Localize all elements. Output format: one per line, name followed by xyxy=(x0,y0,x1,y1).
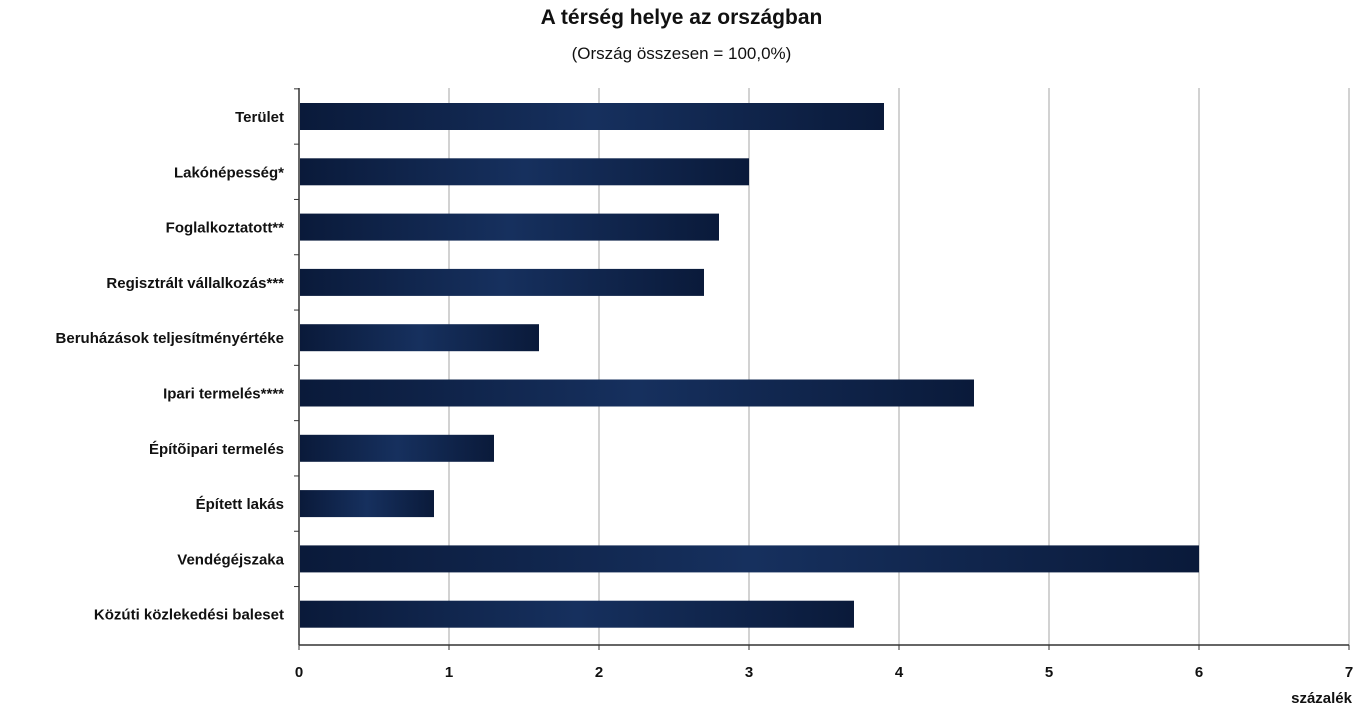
x-tick-label: 7 xyxy=(1345,664,1353,681)
bar xyxy=(300,268,704,296)
x-tick-label: 0 xyxy=(295,664,303,681)
category-label: Ipari termelés**** xyxy=(163,386,284,403)
category-label: Regisztrált vállalkozás*** xyxy=(106,275,284,292)
category-label: Vendégéjszaka xyxy=(177,551,284,568)
x-tick-label: 3 xyxy=(745,664,753,681)
bar xyxy=(300,158,749,186)
bar xyxy=(300,600,854,628)
category-labels: Terület Lakónépesség* Foglalkoztatott** Reg… xyxy=(56,109,285,624)
x-tick-label: 5 xyxy=(1045,664,1053,681)
bars xyxy=(300,103,1199,628)
axes xyxy=(294,88,1350,650)
chart-title: A térség helye az országban xyxy=(540,6,823,29)
category-label: Lakónépesség* xyxy=(174,164,284,181)
category-label: Foglalkoztatott** xyxy=(166,220,284,237)
x-tick-label: 1 xyxy=(445,664,453,681)
category-label: Épített lakás xyxy=(196,496,284,513)
bar xyxy=(300,490,434,518)
x-tick-label: 4 xyxy=(895,664,904,681)
bar xyxy=(300,434,494,462)
bar xyxy=(300,324,539,352)
x-tick-labels: 0 1 2 3 4 5 6 7 xyxy=(295,664,1353,681)
x-tick-label: 2 xyxy=(595,664,603,681)
x-tick-label: 6 xyxy=(1195,664,1203,681)
bar xyxy=(300,545,1199,573)
category-label: Építõipari termelés xyxy=(149,441,284,458)
bar xyxy=(300,213,719,241)
bar xyxy=(300,379,974,407)
bar xyxy=(300,103,884,130)
category-label: Terület xyxy=(235,109,284,126)
chart-subtitle: (Ország összesen = 100,0%) xyxy=(571,44,792,63)
category-label: Közúti közlekedési baleset xyxy=(94,607,284,624)
category-label: Beruházások teljesítményértéke xyxy=(56,330,284,347)
x-axis-label: százalék xyxy=(1291,690,1353,707)
